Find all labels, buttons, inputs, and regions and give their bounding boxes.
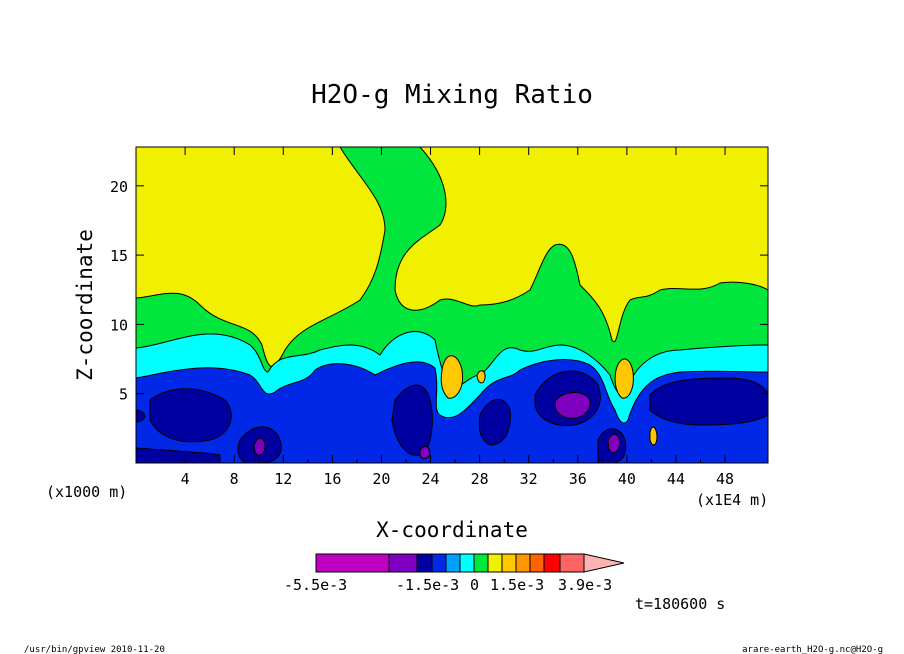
x-tick-label: 8	[230, 470, 239, 488]
time-label: t=180600 s	[635, 595, 725, 613]
colorbar-label-2: 0	[470, 576, 479, 594]
chart-title: H2O-g Mixing Ratio	[311, 80, 593, 110]
x-tick-label: 4	[181, 470, 190, 488]
region-purple-cores	[253, 392, 621, 460]
x-tick-label: 20	[372, 470, 390, 488]
colorbar-swatch	[388, 553, 418, 573]
x-unit-left: (x1000 m)	[46, 483, 127, 501]
y-axis-title: Z-coordinate	[73, 229, 97, 381]
colorbar-label-1: -1.5e-3	[396, 576, 459, 594]
region-orange-cores	[440, 355, 658, 446]
y-tick-label: 20	[110, 178, 128, 196]
x-tick-label: 44	[667, 470, 685, 488]
x-tick-label: 40	[618, 470, 636, 488]
footer-left: /usr/bin/gpview 2010-11-20	[24, 645, 165, 654]
colorbar-label-4: 3.9e-3	[558, 576, 612, 594]
x-axis-title: X-coordinate	[376, 518, 528, 542]
colorbar-label-0: -5.5e-3	[284, 576, 347, 594]
y-axis: 5 10 15 20	[110, 178, 768, 404]
x-tick-label: 32	[520, 470, 538, 488]
colorbar	[315, 553, 625, 573]
x-axis: 4 8 12 16 20 24 28 32 36 40 44 48	[181, 147, 734, 488]
colorbar-swatch	[543, 553, 561, 573]
plot-frame	[135, 146, 769, 464]
colorbar-swatch	[501, 553, 517, 573]
colorbar-swatch	[559, 553, 585, 573]
colorbar-extend-arrow	[583, 553, 625, 573]
colorbar-swatch	[431, 553, 447, 573]
colorbar-swatch	[416, 553, 433, 573]
colorbar-swatch	[515, 553, 531, 573]
x-unit-right: (x1E4 m)	[696, 491, 768, 509]
x-tick-label: 28	[471, 470, 489, 488]
colorbar-swatch	[487, 553, 503, 573]
colorbar-label-3: 1.5e-3	[490, 576, 544, 594]
colorbar-swatch	[529, 553, 545, 573]
plot-area	[136, 147, 768, 463]
y-tick-label: 15	[110, 247, 128, 265]
colorbar-swatch	[445, 553, 461, 573]
x-tick-label: 24	[421, 470, 439, 488]
x-tick-label: 36	[569, 470, 587, 488]
colorbar-swatch	[473, 553, 489, 573]
colorbar-swatch	[459, 553, 475, 573]
y-tick-label: 5	[119, 386, 128, 404]
x-tick-label: 48	[716, 470, 734, 488]
y-tick-label: 10	[110, 316, 128, 334]
colorbar-swatch	[315, 553, 390, 573]
x-tick-label: 12	[274, 470, 292, 488]
x-tick-label: 16	[323, 470, 341, 488]
footer-right: arare-earth_H2O-g.nc@H2O-g	[742, 645, 883, 654]
